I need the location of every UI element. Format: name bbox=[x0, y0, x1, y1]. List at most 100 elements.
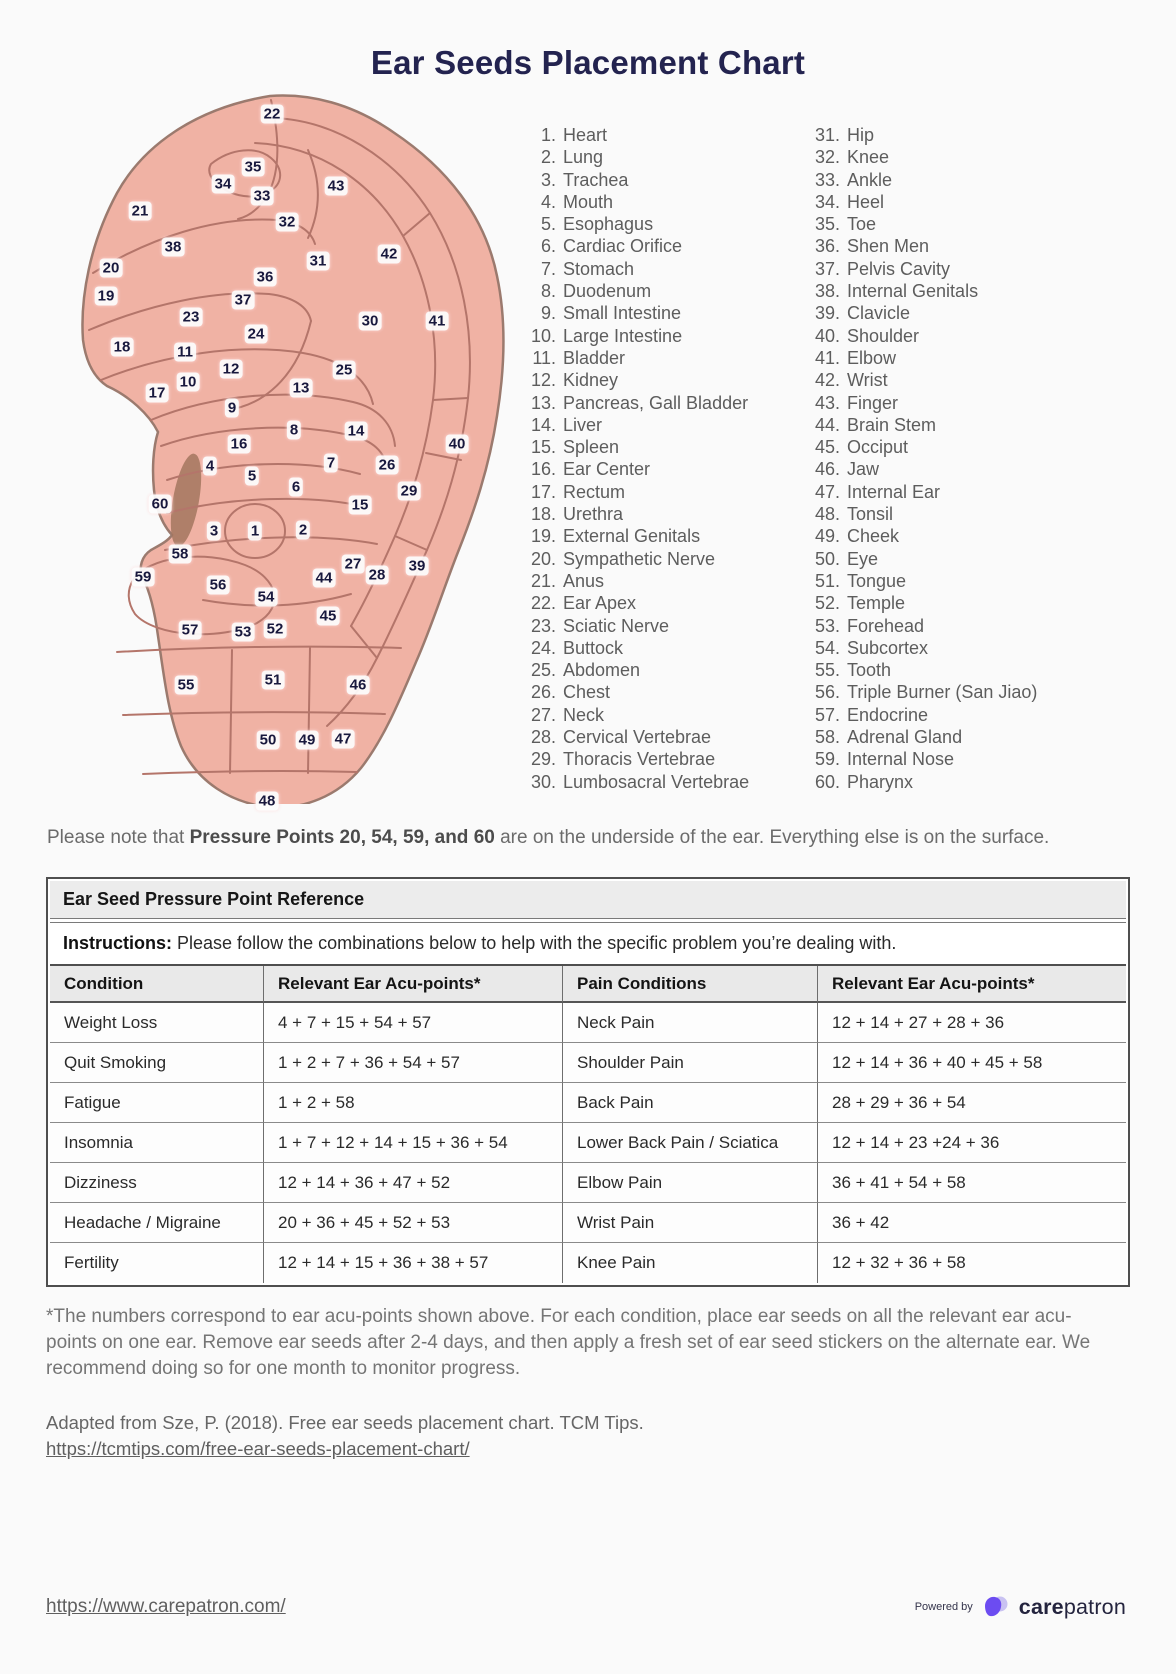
legend-item: 18. Urethra bbox=[530, 504, 624, 525]
pain-condition-cell: Neck Pain bbox=[563, 1003, 818, 1043]
legend-item: 57. Endocrine bbox=[814, 704, 929, 725]
ear-point-34: 34 bbox=[211, 174, 235, 194]
legend-item: 26. Chest bbox=[530, 682, 611, 703]
ear-diagram: 1 2 3 4 5 6 7 8 9 10 11 12 13 14 15 16 17 18 19 20 21 22 23 24 2… bbox=[55, 88, 505, 811]
ear-point-29: 29 bbox=[397, 481, 421, 501]
underside-note: Please note that Pressure Points 20, 54,… bbox=[47, 827, 1050, 848]
instructions-label: Instructions: bbox=[63, 933, 173, 953]
ear-point-54: 54 bbox=[254, 587, 278, 607]
acupoints-cell: 12 + 14 + 36 + 47 + 52 bbox=[264, 1163, 563, 1203]
ear-point-5: 5 bbox=[244, 466, 260, 486]
legend-item: 59. Internal Nose bbox=[814, 749, 955, 770]
ear-point-46: 46 bbox=[346, 675, 370, 695]
ear-point-41: 41 bbox=[425, 311, 449, 331]
legend-item: 29. Thoracis Vertebrae bbox=[530, 749, 716, 770]
column-header-pain-conditions: Pain Conditions bbox=[563, 966, 818, 1003]
ear-point-4: 4 bbox=[202, 456, 218, 476]
ear-point-60: 60 bbox=[148, 494, 172, 514]
legend-item: 40. Shoulder bbox=[814, 325, 920, 346]
ear-point-26: 26 bbox=[375, 455, 399, 475]
carepatron-link[interactable]: https://www.carepatron.com/ bbox=[46, 1596, 286, 1617]
legend-item: 54. Subcortex bbox=[814, 637, 929, 658]
ear-point-20: 20 bbox=[99, 258, 123, 278]
ear-point-10: 10 bbox=[176, 372, 200, 392]
legend-item: 47. Internal Ear bbox=[814, 481, 941, 502]
legend-item: 44. Brain Stem bbox=[814, 414, 937, 435]
ear-point-23: 23 bbox=[179, 307, 203, 327]
ear-point-42: 42 bbox=[377, 244, 401, 264]
legend-item: 13. Pancreas, Gall Bladder bbox=[530, 392, 749, 413]
underside-note-bold: Pressure Points 20, 54, 59, and 60 bbox=[189, 827, 495, 848]
legend-item: 11. Bladder bbox=[532, 347, 626, 368]
acupoints-cell: 12 + 14 + 15 + 36 + 38 + 57 bbox=[264, 1243, 563, 1283]
pain-condition-cell: Elbow Pain bbox=[563, 1163, 818, 1203]
legend-item: 39. Clavicle bbox=[814, 303, 911, 324]
legend-item: 21. Anus bbox=[530, 570, 605, 591]
ear-point-53: 53 bbox=[231, 622, 255, 642]
legend-item: 37. Pelvis Cavity bbox=[814, 258, 951, 279]
legend-item: 28. Cervical Vertebrae bbox=[530, 727, 712, 748]
condition-cell: Weight Loss bbox=[50, 1003, 264, 1043]
ear-point-22: 22 bbox=[260, 104, 284, 124]
legend-item: 32. Knee bbox=[814, 147, 890, 168]
legend-item: 10. Large Intestine bbox=[530, 325, 683, 346]
ear-point-27: 27 bbox=[341, 554, 365, 574]
ear-point-15: 15 bbox=[348, 495, 372, 515]
ear-point-32: 32 bbox=[275, 212, 299, 232]
acupoints-cell: 1 + 2 + 58 bbox=[264, 1083, 563, 1123]
ear-point-9: 9 bbox=[224, 398, 240, 418]
legend-item: 31. Hip bbox=[814, 125, 875, 145]
legend-item: 30. Lumbosacral Vertebrae bbox=[530, 771, 750, 792]
tcmtips-link[interactable]: https://tcmtips.com/free-ear-seeds-place… bbox=[46, 1438, 470, 1459]
table-instructions: Instructions: Please follow the combinat… bbox=[50, 922, 1126, 966]
ear-point-57: 57 bbox=[178, 620, 202, 640]
ear-point-7: 7 bbox=[323, 453, 339, 473]
condition-cell: Quit Smoking bbox=[50, 1043, 264, 1083]
attribution-text: Adapted from Sze, P. (2018). Free ear se… bbox=[46, 1412, 644, 1433]
ear-placement-chart: 1 2 3 4 5 6 7 8 9 10 11 12 13 14 15 16 17 18 19 20 21 22 23 24 2… bbox=[0, 88, 1176, 811]
legend-item: 41. Elbow bbox=[814, 347, 897, 368]
legend-item: 46. Jaw bbox=[814, 459, 880, 480]
ear-point-3: 3 bbox=[206, 521, 222, 541]
ear-point-18: 18 bbox=[110, 337, 134, 357]
acupoints-cell: 1 + 2 + 7 + 36 + 54 + 57 bbox=[264, 1043, 563, 1083]
ear-point-45: 45 bbox=[316, 606, 340, 626]
pain-condition-cell: Lower Back Pain / Sciatica bbox=[563, 1123, 818, 1163]
ear-point-56: 56 bbox=[206, 575, 230, 595]
table-title: Ear Seed Pressure Point Reference bbox=[50, 881, 1126, 919]
pain-acupoints-cell: 28 + 29 + 36 + 54 bbox=[818, 1083, 1126, 1123]
ear-point-2: 2 bbox=[295, 520, 311, 540]
legend-item: 36. Shen Men bbox=[814, 236, 930, 257]
ear-point-6: 6 bbox=[288, 477, 304, 497]
page-footer: https://www.carepatron.com/ Powered by c… bbox=[46, 1592, 1126, 1622]
ear-point-52: 52 bbox=[263, 619, 287, 639]
ear-point-21: 21 bbox=[128, 201, 152, 221]
legend-item: 24. Buttock bbox=[530, 637, 624, 658]
condition-cell: Fatigue bbox=[50, 1083, 264, 1123]
legend-item: 22. Ear Apex bbox=[530, 593, 637, 614]
ear-point-33: 33 bbox=[250, 186, 274, 206]
legend-column-1: 1. Heart 2. Lung 3. Trachea 4. Mouth 5. Esophagus… bbox=[522, 124, 749, 793]
ear-point-19: 19 bbox=[94, 286, 118, 306]
legend-item: 51. Tongue bbox=[814, 570, 907, 591]
ear-point-1: 1 bbox=[247, 521, 263, 541]
legend-column-2: 31. Hip 32. Knee 33. Ankle 34. Heel 35. Toe 36. She… bbox=[806, 124, 1037, 793]
ear-point-13: 13 bbox=[289, 378, 313, 398]
pain-acupoints-cell: 36 + 41 + 54 + 58 bbox=[818, 1163, 1126, 1203]
legend-item: 12. Kidney bbox=[530, 370, 619, 391]
ear-point-31: 31 bbox=[306, 251, 330, 271]
column-header-condition: Condition bbox=[50, 966, 264, 1003]
ear-point-58: 58 bbox=[168, 544, 192, 564]
ear-point-badges: 1 2 3 4 5 6 7 8 9 10 11 12 13 14 15 16 17 18 19 20 21 22 23 24 2… bbox=[55, 88, 505, 811]
acupoints-cell: 20 + 36 + 45 + 52 + 53 bbox=[264, 1203, 563, 1243]
legend-item: 3. Trachea bbox=[540, 169, 629, 190]
legend-item: 50. Eye bbox=[814, 548, 879, 569]
ear-point-43: 43 bbox=[324, 176, 348, 196]
legend-item: 27. Neck bbox=[530, 704, 605, 725]
legend-item: 6. Cardiac Orifice bbox=[540, 236, 683, 257]
powered-by-label: Powered by bbox=[914, 1601, 973, 1613]
legend-item: 5. Esophagus bbox=[540, 214, 654, 235]
legend-item: 34. Heel bbox=[814, 191, 885, 212]
legend-item: 43. Finger bbox=[814, 392, 899, 413]
ear-point-35: 35 bbox=[241, 157, 265, 177]
